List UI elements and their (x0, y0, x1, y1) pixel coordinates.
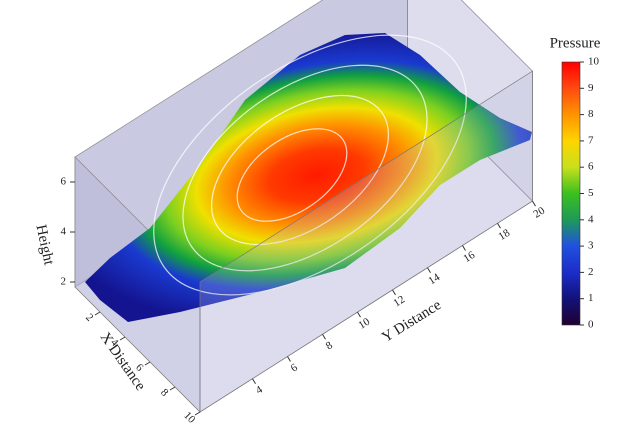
colorbar-title: Pressure (550, 35, 601, 51)
y-tick-label: 14 (426, 271, 442, 287)
y-tick-label: 10 (356, 315, 372, 331)
colorbar-tick-label: 6 (588, 161, 594, 173)
surface (85, 33, 532, 322)
y-tick-label: 4 (254, 383, 265, 396)
y-tick (462, 245, 466, 251)
x-tick-label: 2 (83, 311, 95, 323)
x-tick (94, 311, 101, 316)
colorbar-tick-label: 4 (588, 213, 594, 225)
z-tick-label: 2 (61, 276, 67, 288)
y-tick (427, 267, 431, 273)
y-tick-label: 16 (461, 249, 477, 265)
x-tick (194, 411, 201, 416)
y-tick-label: 20 (531, 204, 547, 220)
colorbar (561, 61, 581, 326)
colorbar-tick-label: 7 (588, 134, 594, 146)
y-tick (532, 200, 536, 207)
colorbar-tick-label: 3 (588, 240, 594, 252)
y-tick-label: 12 (391, 293, 407, 309)
y-tick-label: 8 (324, 339, 335, 352)
x-tick (119, 336, 126, 341)
colorbar-tick-label: 9 (588, 82, 594, 94)
z-axis-title: Height (32, 223, 56, 267)
y-tick (322, 334, 326, 340)
y-tick (497, 223, 501, 229)
y-tick (287, 356, 291, 362)
colorbar-tick-label: 1 (588, 292, 594, 304)
colorbar-tick-label: 8 (588, 108, 594, 120)
y-tick-label: 18 (496, 227, 512, 243)
z-tick-label: 4 (61, 226, 67, 238)
colorbar-tick-label: 10 (588, 56, 600, 68)
x-tick (144, 361, 151, 366)
y-tick (392, 289, 396, 296)
y-tick (252, 378, 256, 384)
colorbar-tick-label: 5 (588, 187, 594, 199)
y-axis-title: Y Distance (379, 297, 444, 346)
x-tick-label: 10 (181, 410, 198, 427)
x-tick (169, 386, 176, 391)
surface-fill (85, 33, 532, 322)
contours (153, 34, 467, 296)
colorbar-tick-label: 2 (588, 266, 594, 278)
y-tick (357, 311, 361, 318)
y-tick-label: 6 (289, 361, 300, 374)
x-tick-label: 8 (158, 386, 171, 399)
z-tick-label: 6 (61, 176, 67, 188)
colorbar-tick-label: 0 (588, 319, 594, 331)
